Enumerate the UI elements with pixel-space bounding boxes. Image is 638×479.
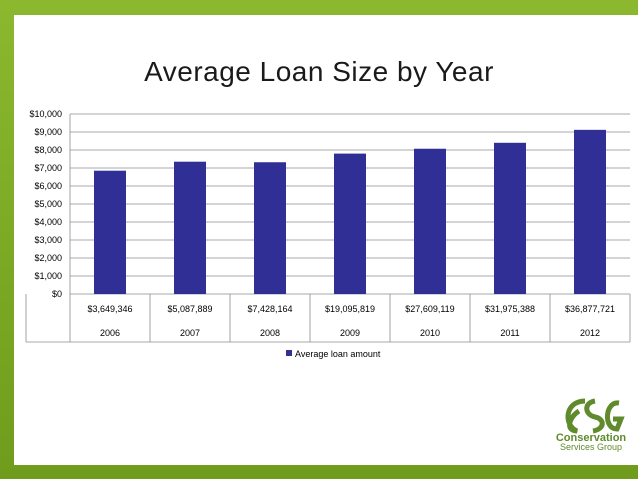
y-tick-label: $10,000 xyxy=(29,109,62,119)
chart-title: Average Loan Size by Year xyxy=(144,56,494,87)
bar xyxy=(414,148,446,294)
x-category-label: 2009 xyxy=(340,328,360,338)
bar xyxy=(334,153,366,294)
x-category-label: 2011 xyxy=(500,328,519,338)
y-tick-label: $9,000 xyxy=(34,127,62,137)
y-tick-label: $2,000 xyxy=(34,253,62,263)
table-value-label: $27,609,119 xyxy=(405,304,454,314)
y-tick-label: $3,000 xyxy=(34,235,62,245)
y-tick-label: $7,000 xyxy=(34,163,62,173)
bar xyxy=(574,129,606,294)
logo-text: Conservation Services Group xyxy=(551,432,631,452)
x-category-label: 2012 xyxy=(580,328,600,338)
y-tick-label: $5,000 xyxy=(34,199,62,209)
bar xyxy=(94,170,126,294)
y-tick-label: $8,000 xyxy=(34,145,62,155)
table-value-label: $5,087,889 xyxy=(167,304,212,314)
csg-logo-icon xyxy=(565,398,625,434)
y-tick-label: $1,000 xyxy=(34,271,62,281)
legend-swatch xyxy=(286,350,292,356)
y-tick-label: $4,000 xyxy=(34,217,62,227)
table-value-label: $3,649,346 xyxy=(87,304,132,314)
table-value-label: $19,095,819 xyxy=(325,304,375,314)
x-category-label: 2006 xyxy=(100,328,120,338)
x-category-label: 2008 xyxy=(260,328,280,338)
logo-line1: Conservation xyxy=(555,432,627,444)
bar xyxy=(494,142,526,294)
legend-label: Average loan amount xyxy=(295,349,381,359)
table-value-label: $7,428,164 xyxy=(247,304,292,314)
x-category-label: 2007 xyxy=(180,328,200,338)
y-tick-label: $6,000 xyxy=(34,181,62,191)
x-category-label: 2010 xyxy=(420,328,440,338)
table-value-label: $31,975,388 xyxy=(485,304,535,314)
table-value-label: $36,877,721 xyxy=(565,304,615,314)
bar xyxy=(254,162,286,294)
y-tick-label: $0 xyxy=(52,289,62,299)
logo-line2: Services Group xyxy=(559,442,623,452)
bar xyxy=(174,161,206,294)
